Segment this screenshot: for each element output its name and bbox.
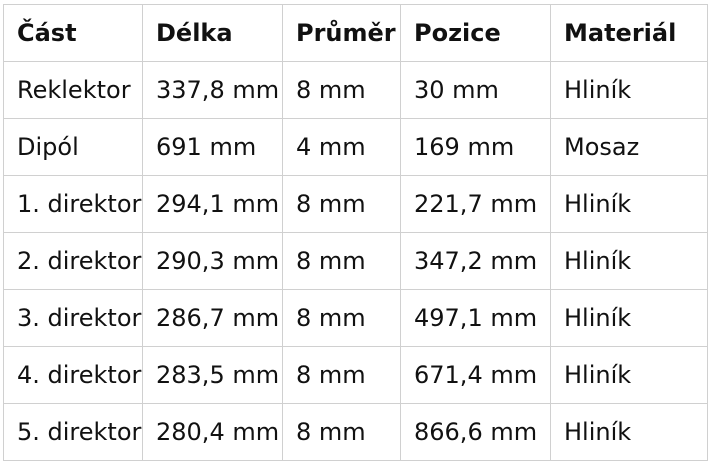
cell-material: Hliník: [550, 289, 708, 347]
cell-diameter: 8 mm: [282, 346, 401, 404]
header-length: Délka: [142, 4, 283, 62]
cell-part: 1. direktor: [3, 175, 143, 233]
cell-material: Hliník: [550, 175, 708, 233]
cell-length: 280,4 mm: [142, 403, 283, 461]
cell-diameter: 8 mm: [282, 289, 401, 347]
cell-diameter: 4 mm: [282, 118, 401, 176]
cell-position: 169 mm: [400, 118, 551, 176]
table-header-row: Část Délka Průměr Pozice Materiál: [3, 4, 708, 62]
cell-part: 3. direktor: [3, 289, 143, 347]
cell-part: 2. direktor: [3, 232, 143, 290]
cell-length: 286,7 mm: [142, 289, 283, 347]
table-row: Dipól 691 mm 4 mm 169 mm Mosaz: [3, 118, 708, 176]
cell-length: 290,3 mm: [142, 232, 283, 290]
cell-material: Hliník: [550, 232, 708, 290]
table-row: 1. direktor 294,1 mm 8 mm 221,7 mm Hliní…: [3, 175, 708, 233]
cell-part: 5. direktor: [3, 403, 143, 461]
header-material: Materiál: [550, 4, 708, 62]
cell-position: 221,7 mm: [400, 175, 551, 233]
antenna-parts-table: Část Délka Průměr Pozice Materiál Reklek…: [3, 4, 708, 461]
cell-position: 347,2 mm: [400, 232, 551, 290]
cell-position: 866,6 mm: [400, 403, 551, 461]
cell-part: Reklektor: [3, 61, 143, 119]
cell-material: Hliník: [550, 403, 708, 461]
table-row: 4. direktor 283,5 mm 8 mm 671,4 mm Hliní…: [3, 346, 708, 404]
cell-position: 30 mm: [400, 61, 551, 119]
cell-diameter: 8 mm: [282, 61, 401, 119]
cell-material: Mosaz: [550, 118, 708, 176]
table-row: 3. direktor 286,7 mm 8 mm 497,1 mm Hliní…: [3, 289, 708, 347]
antenna-parts-table-wrapper: Část Délka Průměr Pozice Materiál Reklek…: [3, 4, 708, 461]
table-row: 5. direktor 280,4 mm 8 mm 866,6 mm Hliní…: [3, 403, 708, 461]
cell-length: 337,8 mm: [142, 61, 283, 119]
header-position: Pozice: [400, 4, 551, 62]
cell-length: 283,5 mm: [142, 346, 283, 404]
cell-diameter: 8 mm: [282, 175, 401, 233]
cell-length: 691 mm: [142, 118, 283, 176]
cell-material: Hliník: [550, 346, 708, 404]
cell-diameter: 8 mm: [282, 403, 401, 461]
cell-position: 497,1 mm: [400, 289, 551, 347]
cell-material: Hliník: [550, 61, 708, 119]
cell-part: 4. direktor: [3, 346, 143, 404]
header-diameter: Průměr: [282, 4, 401, 62]
cell-diameter: 8 mm: [282, 232, 401, 290]
cell-length: 294,1 mm: [142, 175, 283, 233]
cell-position: 671,4 mm: [400, 346, 551, 404]
cell-part: Dipól: [3, 118, 143, 176]
header-part: Část: [3, 4, 143, 62]
table-row: 2. direktor 290,3 mm 8 mm 347,2 mm Hliní…: [3, 232, 708, 290]
table-row: Reklektor 337,8 mm 8 mm 30 mm Hliník: [3, 61, 708, 119]
